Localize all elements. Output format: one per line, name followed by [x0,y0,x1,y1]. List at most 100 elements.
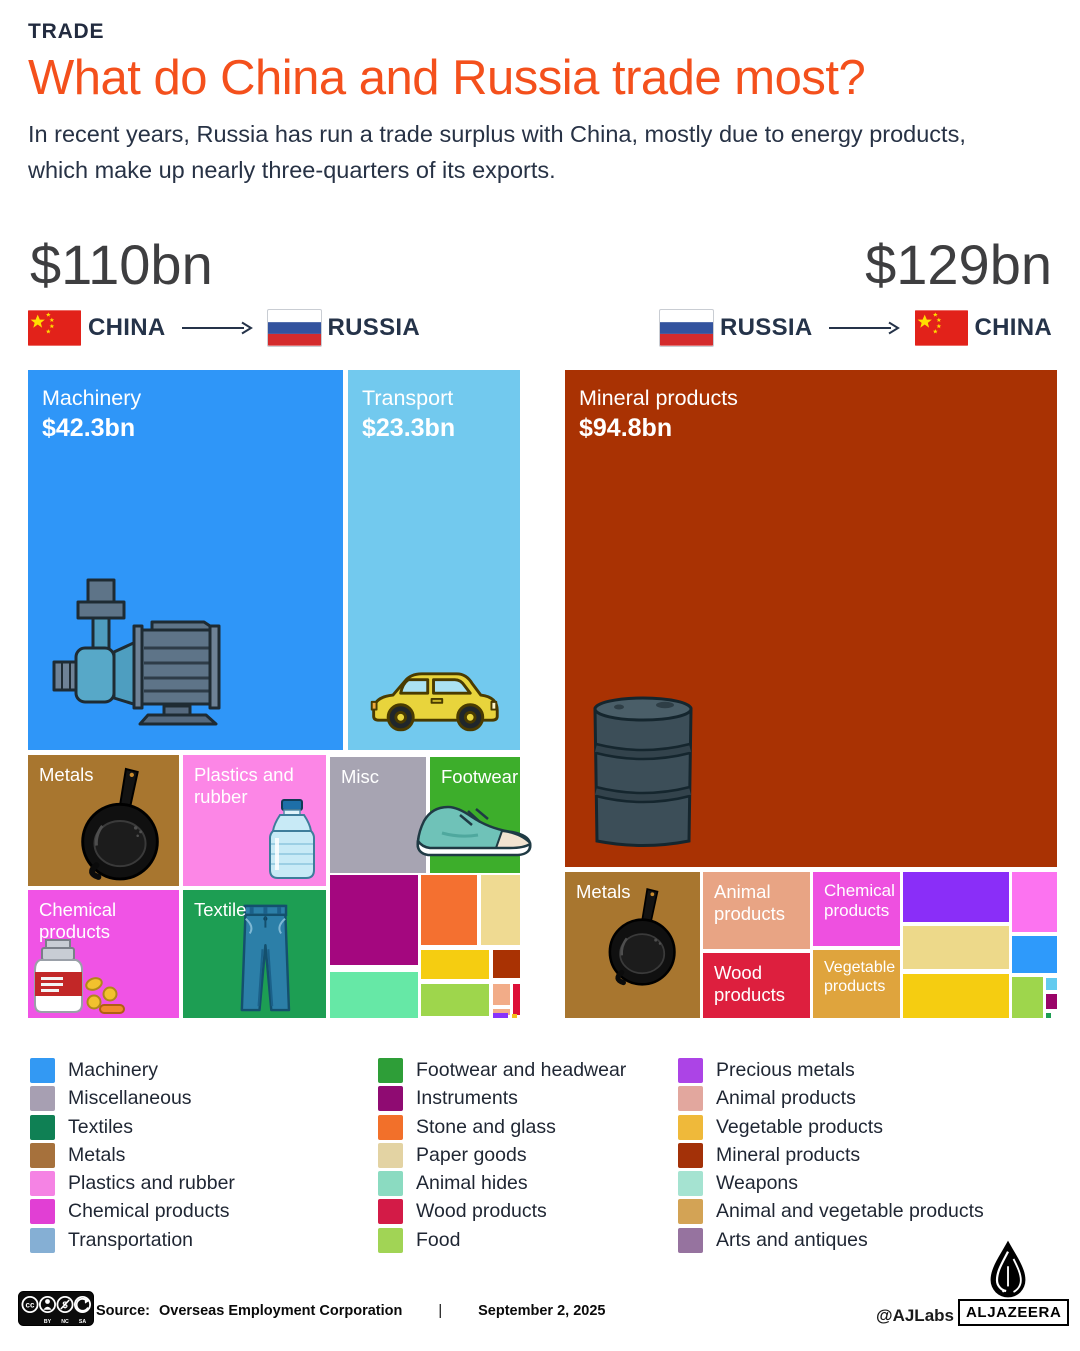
treemap-russia-to-china: Mineral products $94.8bn Metals Animal prod… [565,370,1057,1018]
legend-item-animal-products: Animal products [678,1086,984,1112]
arrow-right-icon [828,321,900,335]
tile-textiles [1046,1013,1051,1018]
legend-label: Machinery [68,1059,158,1081]
legend-item-vegetable-products: Vegetable products [678,1114,984,1140]
tile-text: Metals [565,872,700,912]
legend-item-wood-products: Wood products [378,1199,626,1225]
tile-text: Misc [330,757,426,797]
tile-instruments [330,875,418,965]
pills-icon [34,934,126,1014]
legend-item-animal-and-vegetable-products: Animal and vegetable products [678,1199,984,1225]
source-label: Source: [96,1303,150,1319]
tile-text: Chemical products [28,890,179,952]
tile-label: Metals [39,764,94,785]
tile-text: Machinery $42.3bn [28,370,343,459]
flow-from-label: CHINA [88,314,166,341]
tile-value: $94.8bn [579,414,673,443]
tile-animal-products: Animal products [703,872,810,949]
tile-label: Machinery [42,386,142,410]
tile-value: $23.3bn [362,414,456,443]
tile-label: Vegetable products [824,959,896,995]
tile-food [421,984,489,1016]
legend-swatch [378,1142,403,1168]
source-row: Source: Overseas Employment Corporation … [96,1303,605,1319]
china-flag-icon [28,310,81,346]
page-title: What do China and Russia trade most? [28,51,866,105]
car-icon [364,660,504,736]
legend-swatch [30,1086,55,1112]
tile-text: Chemical products [813,872,900,930]
tile-machinery [1012,936,1057,973]
legend-label: Metals [68,1143,126,1166]
treemap-china-to-russia: Machinery $42.3bn Transport $23.3bn Metals Pl… [28,370,532,1018]
pan-small-icon [596,884,690,986]
tile-wood-products [513,984,520,1015]
legend-swatch [678,1058,703,1083]
svg-text:BY: BY [44,1319,52,1325]
legend-item-transportation: Transportation [30,1227,235,1253]
source-date: September 2, 2025 [478,1303,606,1319]
legend-item-instruments: Instruments [378,1086,626,1112]
legend-item-arts-and-antiques: Arts and antiques [678,1227,984,1253]
tile-mineral-products [493,950,520,978]
pump-icon [48,578,233,728]
china-flag-icon [914,310,968,346]
flow-from-label: RUSSIA [720,314,813,341]
legend-item-weapons: Weapons [678,1171,984,1197]
legend-label: Instruments [416,1087,518,1110]
legend-swatch [378,1058,403,1083]
pan-icon [67,763,175,881]
legend-swatch [378,1199,403,1225]
legend-swatch [378,1086,403,1112]
subtitle: In recent years, Russia has run a trade … [28,121,966,184]
tile-metals: Metals [28,755,179,886]
tile-text: Plastics and rubber [183,755,326,817]
legend-swatch [30,1199,55,1225]
legend-item-food: Food [378,1227,626,1253]
tile-footwear: Footwear [416,757,532,873]
tile-label: Animal products [714,881,785,924]
tile-label: Chemical products [39,899,117,942]
legend-swatch [30,1227,55,1253]
legend-label: Food [416,1228,461,1251]
legend-label: Textiles [68,1115,134,1138]
tile-label: Chemical products [824,881,895,921]
legend-label: Chemical products [68,1200,230,1223]
tile-vegetable-products [903,974,1009,1018]
flow-row-russia-to-china: RUSSIA CHINA [659,308,1052,348]
tile-label: Mineral products [579,386,738,410]
tile-text: Transport $23.3bn [348,370,520,459]
legend-item-metals: Metals [30,1142,235,1168]
tile-vegetable-products: Vegetable products [813,950,900,1018]
tile-value: $42.3bn [42,414,136,443]
flow-to-label: CHINA [974,314,1052,341]
tile-text: Vegetable products [813,950,900,1006]
legend-label: Arts and antiques [716,1228,868,1251]
cc-license-badge-icon: cc $ BY NC SA [18,1291,94,1327]
legend-item-mineral-products: Mineral products [678,1142,984,1168]
legend-item-textiles: Textiles [30,1114,235,1140]
legend-swatch [30,1114,55,1140]
legend-swatch [378,1114,403,1140]
tile-text: Footwear [430,757,520,797]
tile-label: Transport [362,386,454,410]
source-value: Overseas Employment Corporation [159,1303,403,1319]
aljazeera-wordmark: ALJAZEERA [958,1299,1070,1326]
legend-swatch [678,1114,703,1140]
tile-paper-goods [903,926,1009,969]
legend-swatch [30,1171,55,1197]
legend-label: Stone and glass [416,1115,556,1138]
tile-transport: Transport $23.3bn [348,370,520,750]
russia-flag-icon [266,309,322,347]
tile-plastics-and-rubber: Plastics and rubber [183,755,326,886]
legend-label: Animal and vegetable products [716,1200,984,1223]
tile-stone-and-glass [421,875,477,945]
tile-plastics-and-rubber [1012,872,1057,932]
tile-vegetable-products [512,1014,517,1018]
source-separator: | [438,1303,443,1319]
sneaker-icon [414,791,534,861]
tile-food [1012,977,1043,1018]
legend-label: Animal products [716,1087,856,1110]
legend-swatch [678,1199,703,1225]
